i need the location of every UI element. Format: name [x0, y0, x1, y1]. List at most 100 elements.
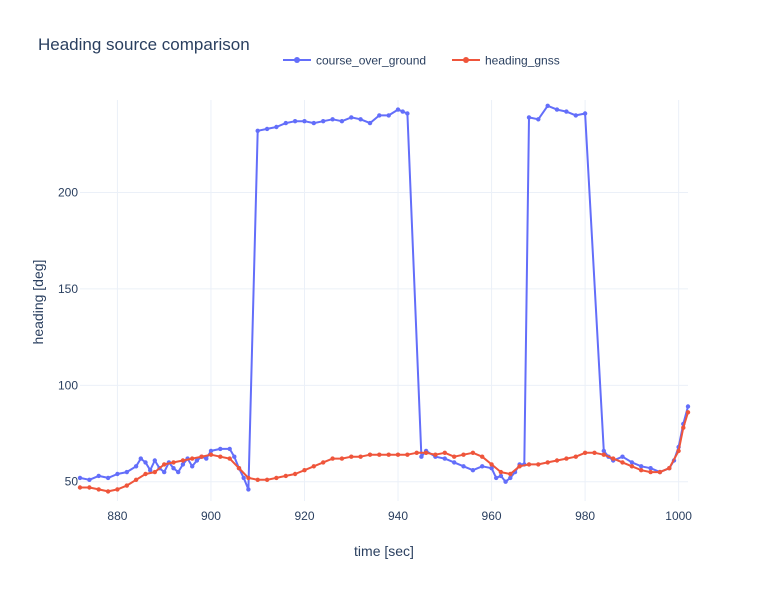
data-point-course-over-ground[interactable]: [190, 464, 195, 469]
data-point-course-over-ground[interactable]: [461, 464, 466, 469]
data-point-course-over-ground[interactable]: [138, 456, 143, 461]
data-point-heading-gnss[interactable]: [395, 452, 401, 457]
data-point-course-over-ground[interactable]: [582, 111, 588, 116]
data-point-course-over-ground[interactable]: [255, 128, 260, 133]
data-point-heading-gnss[interactable]: [667, 466, 672, 471]
data-point-heading-gnss[interactable]: [236, 466, 242, 471]
data-point-course-over-ground[interactable]: [274, 124, 279, 130]
data-point-course-over-ground[interactable]: [386, 113, 391, 118]
data-point-course-over-ground[interactable]: [148, 468, 153, 473]
data-point-course-over-ground[interactable]: [330, 117, 335, 122]
data-point-heading-gnss[interactable]: [96, 487, 101, 492]
data-point-heading-gnss[interactable]: [517, 464, 522, 469]
data-point-heading-gnss[interactable]: [330, 456, 335, 461]
data-point-heading-gnss[interactable]: [685, 410, 691, 415]
data-point-course-over-ground[interactable]: [133, 464, 139, 469]
data-point-heading-gnss[interactable]: [629, 464, 635, 469]
data-point-course-over-ground[interactable]: [96, 473, 101, 479]
data-point-course-over-ground[interactable]: [564, 109, 569, 114]
data-point-heading-gnss[interactable]: [657, 469, 663, 475]
data-point-course-over-ground[interactable]: [508, 475, 513, 481]
data-point-heading-gnss[interactable]: [592, 450, 597, 455]
data-point-course-over-ground[interactable]: [494, 475, 499, 481]
data-point-course-over-ground[interactable]: [180, 462, 186, 467]
data-point-heading-gnss[interactable]: [414, 450, 419, 455]
data-point-course-over-ground[interactable]: [554, 107, 560, 112]
data-point-course-over-ground[interactable]: [292, 119, 298, 124]
data-point-course-over-ground[interactable]: [620, 454, 625, 459]
data-point-course-over-ground[interactable]: [194, 458, 200, 463]
data-point-heading-gnss[interactable]: [255, 477, 260, 482]
data-point-heading-gnss[interactable]: [358, 454, 363, 459]
data-point-heading-gnss[interactable]: [152, 469, 157, 475]
legend-item-heading-gnss[interactable]: heading_gnss: [452, 54, 560, 68]
data-point-heading-gnss[interactable]: [386, 452, 391, 457]
data-point-heading-gnss[interactable]: [573, 454, 578, 459]
data-point-heading-gnss[interactable]: [339, 456, 345, 461]
data-point-heading-gnss[interactable]: [433, 452, 438, 457]
data-point-heading-gnss[interactable]: [648, 469, 653, 475]
data-point-course-over-ground[interactable]: [648, 466, 653, 471]
data-point-course-over-ground[interactable]: [470, 468, 476, 473]
data-point-course-over-ground[interactable]: [302, 119, 307, 124]
data-point-heading-gnss[interactable]: [470, 450, 476, 455]
data-point-heading-gnss[interactable]: [143, 471, 148, 477]
data-point-heading-gnss[interactable]: [536, 462, 541, 467]
data-point-heading-gnss[interactable]: [199, 454, 204, 459]
data-point-course-over-ground[interactable]: [377, 113, 382, 118]
data-point-course-over-ground[interactable]: [283, 120, 288, 126]
data-point-heading-gnss[interactable]: [264, 477, 270, 482]
data-point-course-over-ground[interactable]: [87, 477, 92, 482]
data-point-course-over-ground[interactable]: [536, 117, 541, 122]
data-point-heading-gnss[interactable]: [461, 452, 466, 457]
data-point-heading-gnss[interactable]: [611, 456, 616, 461]
data-point-heading-gnss[interactable]: [452, 454, 457, 459]
data-point-heading-gnss[interactable]: [423, 450, 429, 455]
data-point-course-over-ground[interactable]: [208, 448, 214, 454]
data-point-course-over-ground[interactable]: [400, 109, 405, 114]
data-point-heading-gnss[interactable]: [133, 477, 139, 482]
data-point-course-over-ground[interactable]: [232, 454, 237, 459]
data-point-course-over-ground[interactable]: [503, 479, 508, 484]
data-point-course-over-ground[interactable]: [545, 103, 550, 109]
data-point-heading-gnss[interactable]: [283, 473, 288, 479]
data-point-course-over-ground[interactable]: [143, 460, 148, 465]
data-point-course-over-ground[interactable]: [321, 119, 326, 124]
data-point-heading-gnss[interactable]: [480, 454, 485, 459]
data-point-heading-gnss[interactable]: [564, 456, 569, 461]
data-point-course-over-ground[interactable]: [395, 107, 401, 112]
data-point-course-over-ground[interactable]: [349, 115, 354, 120]
data-point-course-over-ground[interactable]: [339, 119, 345, 124]
data-point-course-over-ground[interactable]: [311, 120, 316, 126]
data-point-course-over-ground[interactable]: [246, 487, 251, 492]
data-point-heading-gnss[interactable]: [208, 452, 214, 457]
data-point-course-over-ground[interactable]: [105, 475, 111, 481]
data-point-heading-gnss[interactable]: [601, 452, 606, 457]
data-point-heading-gnss[interactable]: [190, 456, 195, 461]
data-point-course-over-ground[interactable]: [498, 473, 504, 479]
data-point-heading-gnss[interactable]: [554, 458, 560, 463]
data-point-heading-gnss[interactable]: [227, 456, 232, 461]
data-point-heading-gnss[interactable]: [218, 454, 223, 459]
data-point-heading-gnss[interactable]: [582, 450, 588, 455]
data-point-heading-gnss[interactable]: [639, 468, 644, 473]
data-point-heading-gnss[interactable]: [274, 475, 279, 481]
data-point-heading-gnss[interactable]: [442, 450, 447, 455]
data-point-course-over-ground[interactable]: [176, 469, 181, 475]
data-point-heading-gnss[interactable]: [302, 468, 307, 473]
data-point-course-over-ground[interactable]: [601, 448, 606, 454]
data-point-course-over-ground[interactable]: [526, 115, 532, 120]
data-point-course-over-ground[interactable]: [405, 111, 410, 116]
data-point-course-over-ground[interactable]: [162, 469, 167, 475]
data-point-heading-gnss[interactable]: [676, 448, 681, 454]
data-point-heading-gnss[interactable]: [171, 460, 176, 465]
data-point-course-over-ground[interactable]: [419, 454, 424, 459]
data-point-course-over-ground[interactable]: [264, 126, 270, 132]
data-point-course-over-ground[interactable]: [367, 120, 373, 126]
data-point-heading-gnss[interactable]: [526, 462, 532, 467]
data-point-heading-gnss[interactable]: [321, 460, 326, 465]
data-point-heading-gnss[interactable]: [105, 489, 111, 494]
data-point-course-over-ground[interactable]: [115, 471, 120, 477]
data-point-course-over-ground[interactable]: [171, 466, 176, 471]
data-point-heading-gnss[interactable]: [77, 485, 83, 490]
